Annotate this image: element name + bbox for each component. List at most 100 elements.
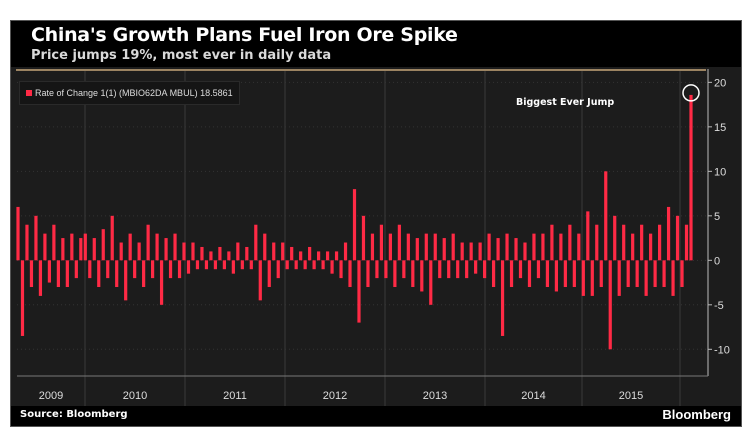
source-label: Source: Bloomberg xyxy=(20,409,128,420)
data-bar xyxy=(254,224,258,261)
header-divider xyxy=(16,69,706,71)
data-bar xyxy=(675,215,680,261)
data-bar xyxy=(375,260,379,279)
data-bar xyxy=(29,260,34,288)
data-bar xyxy=(272,242,276,261)
data-bar xyxy=(267,260,271,288)
data-bar xyxy=(406,233,410,261)
data-bar xyxy=(200,246,204,261)
data-bar xyxy=(159,260,164,305)
data-bar xyxy=(177,260,182,279)
data-bar xyxy=(465,260,469,279)
data-bar xyxy=(124,260,128,301)
data-bar xyxy=(290,246,294,261)
data-bar xyxy=(451,233,455,261)
data-bar xyxy=(38,260,43,296)
data-bar xyxy=(550,224,554,261)
data-bar xyxy=(500,260,505,336)
data-bar xyxy=(438,260,442,279)
data-bar xyxy=(34,215,38,261)
data-bar xyxy=(209,251,213,261)
y-tick-label: 20 xyxy=(714,77,726,89)
y-tick-label: 5 xyxy=(714,211,720,223)
data-bar xyxy=(285,260,289,270)
data-bar xyxy=(92,238,96,261)
data-bar xyxy=(168,260,173,279)
data-bar xyxy=(361,215,366,261)
data-bar xyxy=(474,260,478,274)
data-bar xyxy=(586,211,590,261)
data-bar xyxy=(308,246,312,261)
data-bar xyxy=(101,229,105,261)
data-bar xyxy=(186,260,191,274)
data-bar xyxy=(631,233,635,261)
data-bar xyxy=(572,260,576,288)
data-bar xyxy=(505,233,509,261)
data-bar xyxy=(662,260,666,288)
data-bar xyxy=(231,260,235,274)
data-bar xyxy=(218,246,222,261)
data-bar xyxy=(133,260,137,279)
data-bar xyxy=(604,171,608,261)
data-bar xyxy=(447,260,451,279)
data-bar xyxy=(106,260,110,279)
data-bar xyxy=(195,260,200,270)
data-bar xyxy=(653,260,657,288)
data-bar xyxy=(56,260,60,288)
data-bar xyxy=(43,233,47,261)
legend: Rate of Change 1(1) (MBIO62DA MBUL) 18.5… xyxy=(19,81,240,105)
data-bar xyxy=(334,251,339,261)
data-bar xyxy=(25,224,29,261)
data-bar xyxy=(155,233,159,261)
data-bar xyxy=(415,238,419,261)
data-bar xyxy=(61,238,65,261)
x-tick-label: 2010 xyxy=(123,390,147,402)
data-bar xyxy=(393,260,397,288)
data-bar xyxy=(299,251,303,261)
data-bar xyxy=(281,242,285,261)
data-bar xyxy=(317,251,321,261)
data-bar xyxy=(142,260,146,288)
brand-logo: Bloomberg xyxy=(662,407,731,422)
chart-subtitle: Price jumps 19%, most ever in daily data xyxy=(31,48,332,63)
data-bar xyxy=(563,260,567,288)
data-bar xyxy=(83,233,87,261)
annotation-circle xyxy=(682,84,700,102)
data-bar xyxy=(325,251,330,261)
data-bar xyxy=(74,260,78,279)
data-bar xyxy=(312,260,316,270)
data-bar xyxy=(595,224,599,261)
data-bar xyxy=(303,260,307,270)
data-bar xyxy=(657,224,662,261)
data-bar xyxy=(671,260,675,296)
data-bar xyxy=(240,260,244,270)
legend-label: Rate of Change 1(1) (MBIO62DA MBUL) 18.5… xyxy=(35,88,233,98)
data-bar xyxy=(343,242,348,261)
data-bar xyxy=(245,246,249,261)
y-tick-label: 15 xyxy=(714,122,726,134)
data-bar xyxy=(20,260,25,336)
data-bar xyxy=(182,242,186,261)
data-bar xyxy=(263,233,267,261)
legend-swatch xyxy=(26,90,32,96)
data-bar xyxy=(541,233,545,261)
data-bar xyxy=(442,238,446,261)
data-bar xyxy=(402,260,406,279)
data-bar xyxy=(496,238,500,261)
data-bar xyxy=(581,260,585,296)
chart-header: China's Growth Plans Fuel Iron Ore Spike… xyxy=(11,21,741,67)
data-bar xyxy=(357,260,361,323)
data-bar xyxy=(384,260,388,279)
data-bar xyxy=(330,260,334,274)
data-bar xyxy=(47,260,52,283)
data-bar xyxy=(227,251,231,261)
data-bar xyxy=(97,260,101,288)
x-tick-label: 2014 xyxy=(521,390,545,402)
data-bar xyxy=(478,242,482,261)
data-bar xyxy=(608,260,612,350)
data-bar xyxy=(119,242,123,261)
data-bar xyxy=(110,215,114,261)
data-bar xyxy=(559,233,563,261)
data-bar xyxy=(204,260,209,270)
y-tick-label: -5 xyxy=(714,300,724,312)
